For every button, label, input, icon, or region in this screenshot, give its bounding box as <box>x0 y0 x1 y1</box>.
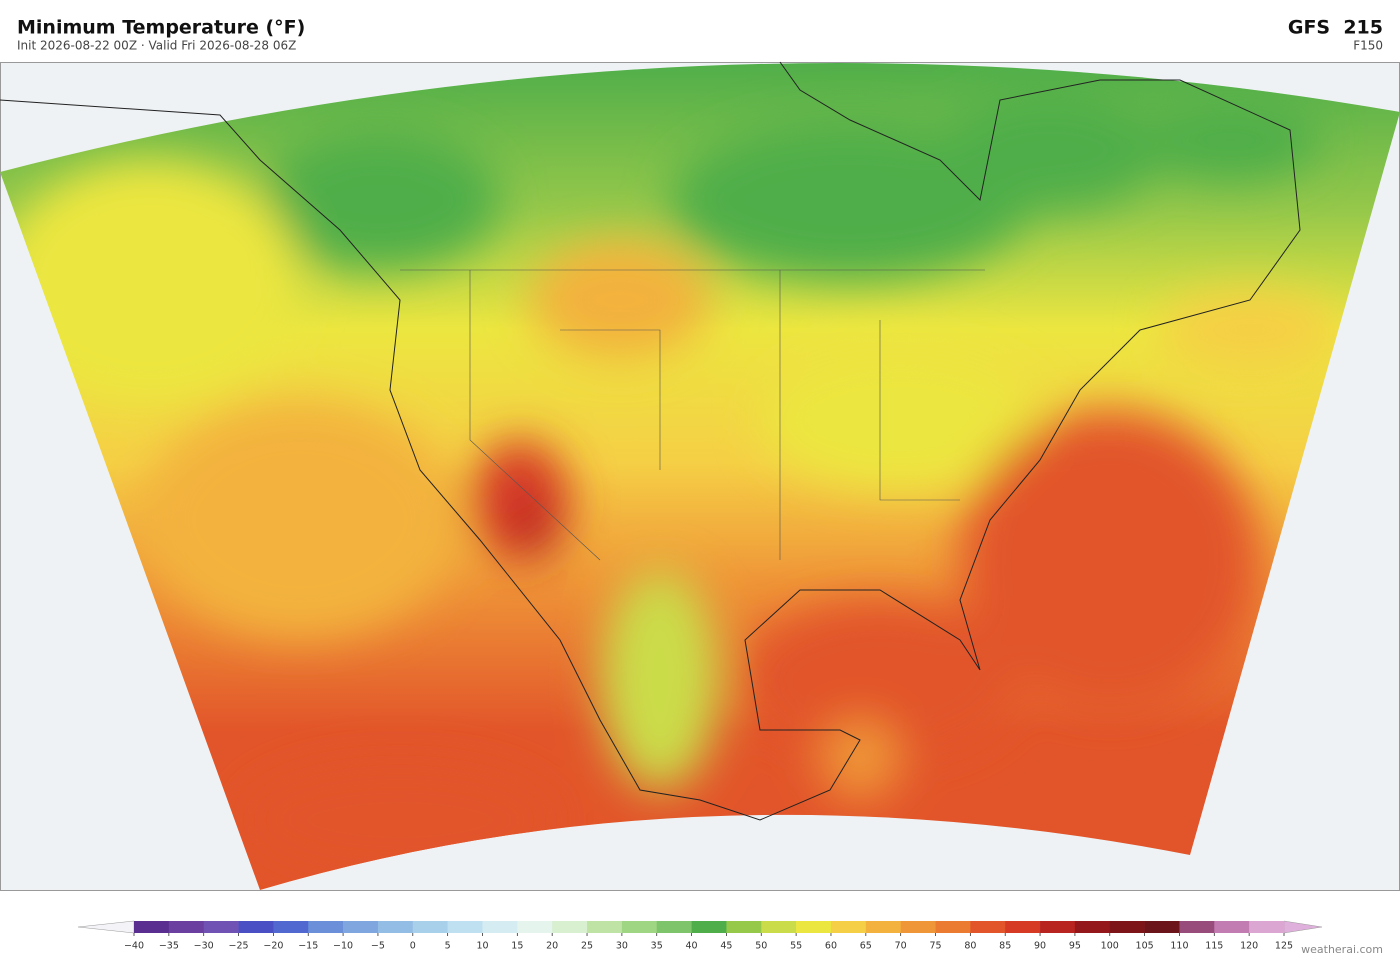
colorbar-bin <box>1040 921 1076 933</box>
colorbar-tick-label: 70 <box>895 941 907 952</box>
colorbar-tick-label: 45 <box>720 941 732 952</box>
colorbar-bin <box>134 921 170 933</box>
colorbar-bin <box>343 921 379 933</box>
colorbar-over <box>1283 920 1323 934</box>
colorbar-bin <box>796 921 832 933</box>
colorbar-tick-label: −35 <box>159 941 179 952</box>
colorbar-tick-label: −40 <box>124 941 144 952</box>
colorbar-bin <box>1005 921 1041 933</box>
colorbar-bin <box>552 921 588 933</box>
colorbar-tick-label: 65 <box>860 941 872 952</box>
colorbar-tick-label: 55 <box>790 941 802 952</box>
colorbar-tick-label: 85 <box>999 941 1011 952</box>
colorbar-tick-label: 105 <box>1136 941 1154 952</box>
colorbar-bin <box>1074 921 1111 933</box>
colorbar-tick-label: 25 <box>581 941 593 952</box>
colorbar-tick-label: 20 <box>546 941 558 952</box>
colorbar-tick-label: 110 <box>1170 941 1188 952</box>
colorbar-tick-label: 40 <box>686 941 698 952</box>
colorbar-under <box>77 920 135 934</box>
colorbar-tick-label: −25 <box>229 941 249 952</box>
colorbar-bin <box>621 921 658 933</box>
colorbar-bin <box>935 921 971 933</box>
colorbar-tick-label: 75 <box>929 941 941 952</box>
colorbar-tick-label: 10 <box>476 941 488 952</box>
colorbar-bin <box>203 921 239 933</box>
colorbar-tick-label: 5 <box>445 941 451 952</box>
colorbar-tick-label: 125 <box>1275 941 1293 952</box>
colorbar-bin <box>1109 921 1145 933</box>
colorbar-tick-label: 0 <box>410 941 416 952</box>
colorbar-tick-label: 15 <box>511 941 523 952</box>
colorbar-tick-label: 95 <box>1069 941 1081 952</box>
colorbar-bin <box>1214 921 1250 933</box>
colorbar-bin <box>412 921 448 933</box>
colorbar-tick-label: 60 <box>825 941 837 952</box>
colorbar-tick-label: −10 <box>333 941 353 952</box>
colorbar-bin <box>900 921 936 933</box>
colorbar-tick-label: 120 <box>1240 941 1258 952</box>
colorbar-bin <box>482 921 518 933</box>
colorbar-bin <box>726 921 762 933</box>
colorbar-tick-label: 30 <box>616 941 628 952</box>
colorbar-bin <box>587 921 623 933</box>
colorbar-bin <box>1179 921 1215 933</box>
colorbar-bin <box>447 921 483 933</box>
coastline <box>0 61 1301 821</box>
colorbar-bin <box>308 921 344 933</box>
colorbar-bin <box>656 921 692 933</box>
colorbar-tick-label: 50 <box>755 941 767 952</box>
colorbar-tick-label: 100 <box>1101 941 1119 952</box>
colorbar-bin <box>830 921 867 933</box>
colorbar-bin <box>761 921 797 933</box>
forecast-hour: F150 <box>1353 39 1383 53</box>
colorbar-tick-label: 115 <box>1205 941 1223 952</box>
colorbar-bin <box>1249 921 1285 933</box>
colorbar-bin <box>517 921 553 933</box>
colorbar-tick-label: −30 <box>194 941 214 952</box>
map <box>0 61 1400 891</box>
temperature-field <box>0 63 1400 890</box>
colorbar-tick-label: −20 <box>263 941 283 952</box>
colorbar-tick-label: −5 <box>371 941 385 952</box>
colorbar-bin <box>865 921 901 933</box>
colorbar-bin <box>377 921 414 933</box>
credit: weatherai.com <box>1301 943 1383 956</box>
map-title: Minimum Temperature (°F) <box>17 17 305 39</box>
model-label: GFS 215 <box>1288 17 1383 39</box>
map-subtitle: Init 2026-08-22 00Z · Valid Fri 2026-08-… <box>17 39 296 53</box>
colorbar-tick-label: 90 <box>1034 941 1046 952</box>
colorbar-bin <box>970 921 1006 933</box>
colorbar-bin <box>238 921 274 933</box>
borders <box>400 269 985 561</box>
colorbar-bin <box>168 921 204 933</box>
colorbar-tick-label: 35 <box>651 941 663 952</box>
colorbar-tick-label: 80 <box>964 941 976 952</box>
colorbar-bin <box>1144 921 1180 933</box>
colorbar-tick-label: −15 <box>298 941 318 952</box>
colorbar: −40 −35 −30 −25 −20 −15 −10 −5 0 5 10 15 20 25 30 35 40 4… <box>77 920 1323 952</box>
colorbar-bin <box>273 921 309 933</box>
colorbar-bin <box>691 921 727 933</box>
